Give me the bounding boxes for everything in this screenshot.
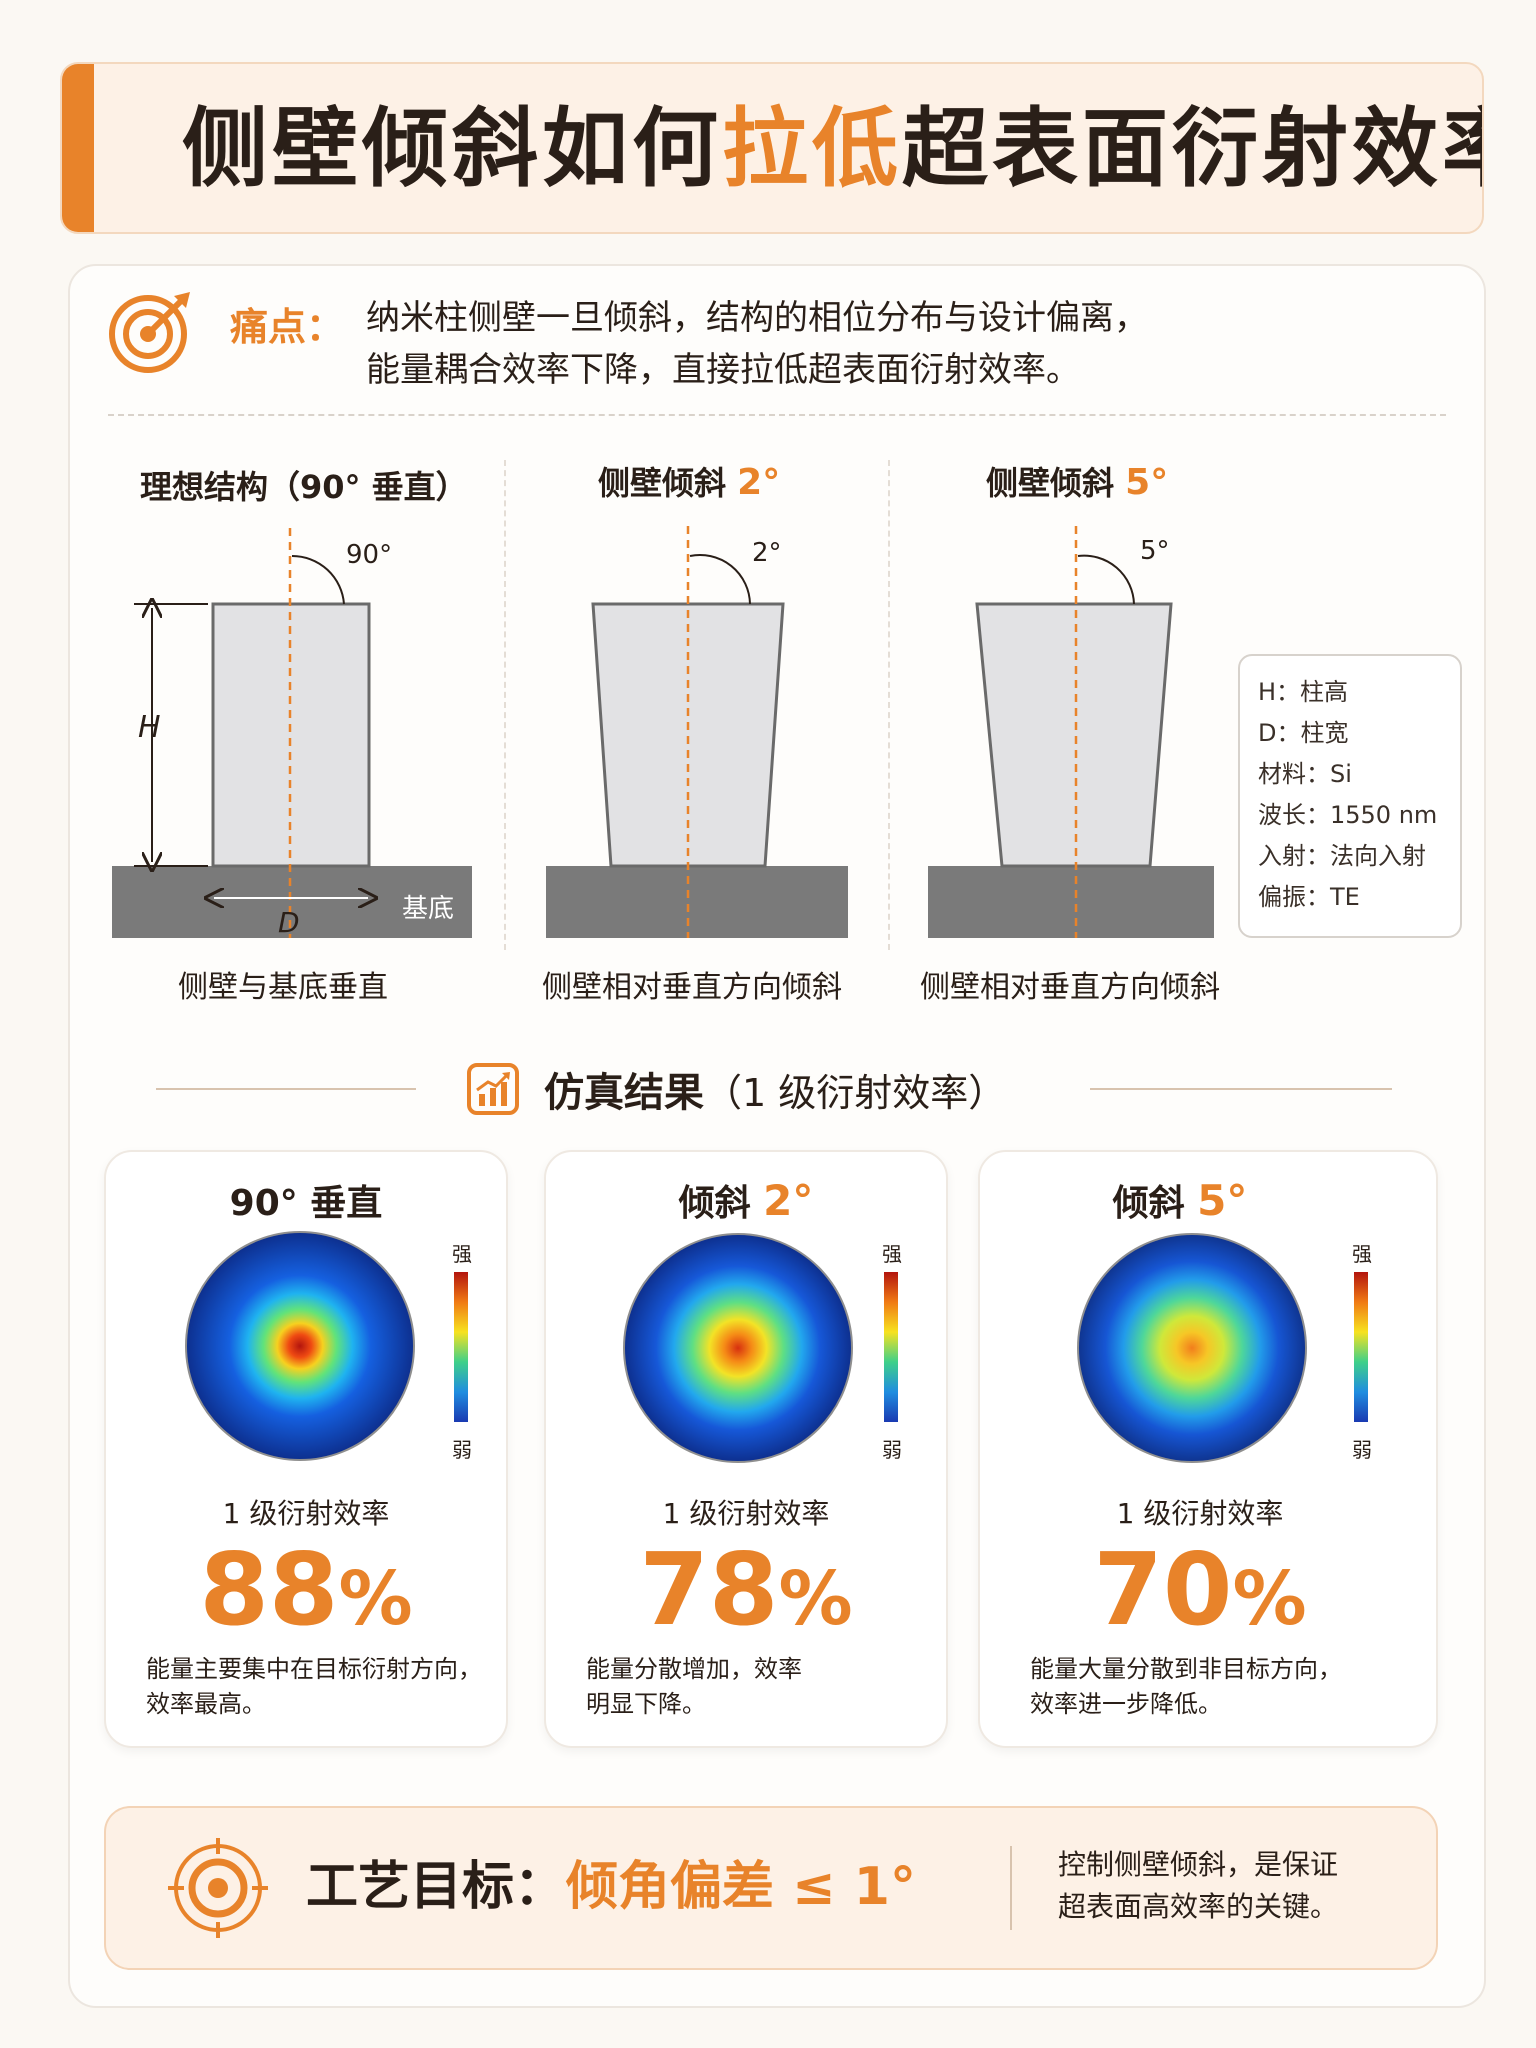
efficiency-value: 70% [1093, 1531, 1307, 1648]
page-title: 侧壁倾斜如何拉低超表面衍射效率 [182, 94, 1484, 204]
goal-divider [1010, 1846, 1012, 1930]
pain-text: 纳米柱侧壁一旦倾斜，结构的相位分布与设计偏离， 能量耦合效率下降，直接拉低超表面… [366, 292, 1148, 396]
legend-incidence: 入射：法向入射 [1258, 842, 1426, 870]
result-title: 倾斜 5° [1112, 1176, 1248, 1225]
section-line-right [1090, 1088, 1392, 1090]
goal-note: 控制侧壁倾斜，是保证 超表面高效率的关键。 [1058, 1848, 1339, 1923]
divider [108, 414, 1446, 416]
structure-title-5deg: 侧壁倾斜 5° [986, 462, 1169, 503]
result-card-2deg: 倾斜 2° 强 弱 1 级衍射效率 78% 能量分散增加，效率 明显下降。 [544, 1150, 948, 1748]
structure-title-2deg: 侧壁倾斜 2° [598, 462, 781, 503]
title-highlight: 拉低 [722, 99, 902, 199]
result-note: 能量主要集中在目标衍射方向， 效率最高。 [146, 1655, 482, 1718]
title-suffix: 超表面衍射效率 [902, 99, 1484, 199]
colorbar [454, 1272, 468, 1422]
metric-label: 1 级衍射效率 [1116, 1497, 1284, 1530]
column-divider [504, 460, 506, 950]
legend-material: 材料：Si [1258, 760, 1352, 788]
legend-polarization: 偏振：TE [1258, 883, 1360, 911]
pain-line-1: 纳米柱侧壁一旦倾斜，结构的相位分布与设计偏离， [366, 298, 1148, 338]
caption-5deg: 侧壁相对垂直方向倾斜 [920, 970, 1220, 1005]
pain-label: 痛点： [230, 305, 345, 349]
efficiency-value: 78% [639, 1531, 853, 1648]
result-card-90deg: 90° 垂直 强 弱 1 级衍射效率 88% 能量主要集中在目标衍射方向， 效率最… [104, 1150, 508, 1748]
title-banner: 侧壁倾斜如何拉低超表面衍射效率 [60, 62, 1484, 234]
colorbar [884, 1272, 898, 1422]
target-icon [168, 1838, 268, 1938]
colorbar-low: 弱 [1352, 1438, 1372, 1462]
efficiency-value: 88% [199, 1531, 413, 1648]
result-note: 能量大量分散到非目标方向， 效率进一步降低。 [1030, 1655, 1342, 1718]
result-card-5deg: 倾斜 5° 强 弱 1 级衍射效率 70% 能量大量分散到非目标方向， 效率进一步… [978, 1150, 1438, 1748]
legend-width: D：柱宽 [1258, 719, 1349, 747]
caption-2deg: 侧壁相对垂直方向倾斜 [542, 970, 842, 1005]
legend-wavelength: 波长：1550 nm [1258, 801, 1438, 829]
diameter-label: D [278, 906, 300, 939]
legend-height: H：柱高 [1258, 678, 1349, 706]
colorbar-high: 强 [452, 1242, 472, 1266]
metric-label: 1 级衍射效率 [662, 1497, 830, 1530]
caption-ideal: 侧壁与基底垂直 [178, 970, 388, 1005]
field-map-5deg [1077, 1233, 1307, 1463]
parameter-legend: H：柱高 D：柱宽 材料：Si 波长：1550 nm 入射：法向入射 偏振：TE [1238, 654, 1462, 938]
results-section-title: 仿真结果（1 级衍射效率） [544, 1070, 1007, 1116]
pillar-ideal [112, 528, 472, 938]
colorbar-high: 强 [882, 1242, 902, 1266]
structure-title-ideal: 理想结构（90° 垂直） [140, 468, 468, 506]
angle-label-2deg: 2° [752, 538, 782, 568]
structure-diagrams [112, 526, 1214, 938]
result-title: 倾斜 2° [678, 1176, 814, 1225]
goal-text: 工艺目标：倾角偏差 ≤ 1° [306, 1857, 916, 1917]
accent-bar [62, 64, 94, 232]
target-arrow-icon [109, 292, 190, 373]
field-map-2deg [623, 1233, 853, 1463]
pillar-tilt-2deg [546, 526, 848, 938]
colorbar [1354, 1272, 1368, 1422]
pain-line-2: 能量耦合效率下降，直接拉低超表面衍射效率。 [366, 350, 1080, 390]
height-label: H [138, 710, 161, 745]
substrate-label: 基底 [402, 894, 455, 924]
angle-label-ideal: 90° [346, 540, 393, 570]
column-divider [888, 460, 890, 950]
title-prefix: 侧壁倾斜如何 [182, 99, 722, 199]
process-goal-bar: 工艺目标：倾角偏差 ≤ 1° 控制侧壁倾斜，是保证 超表面高效率的关键。 [104, 1806, 1438, 1970]
colorbar-low: 弱 [882, 1438, 902, 1462]
colorbar-high: 强 [1352, 1242, 1372, 1266]
chart-growth-icon [467, 1063, 519, 1115]
result-title: 90° 垂直 [229, 1183, 383, 1224]
field-map-90deg [185, 1231, 415, 1461]
result-note: 能量分散增加，效率 明显下降。 [586, 1655, 802, 1718]
section-line-left [156, 1088, 416, 1090]
metric-label: 1 级衍射效率 [222, 1497, 390, 1530]
angle-label-5deg: 5° [1140, 536, 1170, 566]
colorbar-low: 弱 [452, 1438, 472, 1462]
pillar-tilt-5deg [928, 526, 1214, 938]
